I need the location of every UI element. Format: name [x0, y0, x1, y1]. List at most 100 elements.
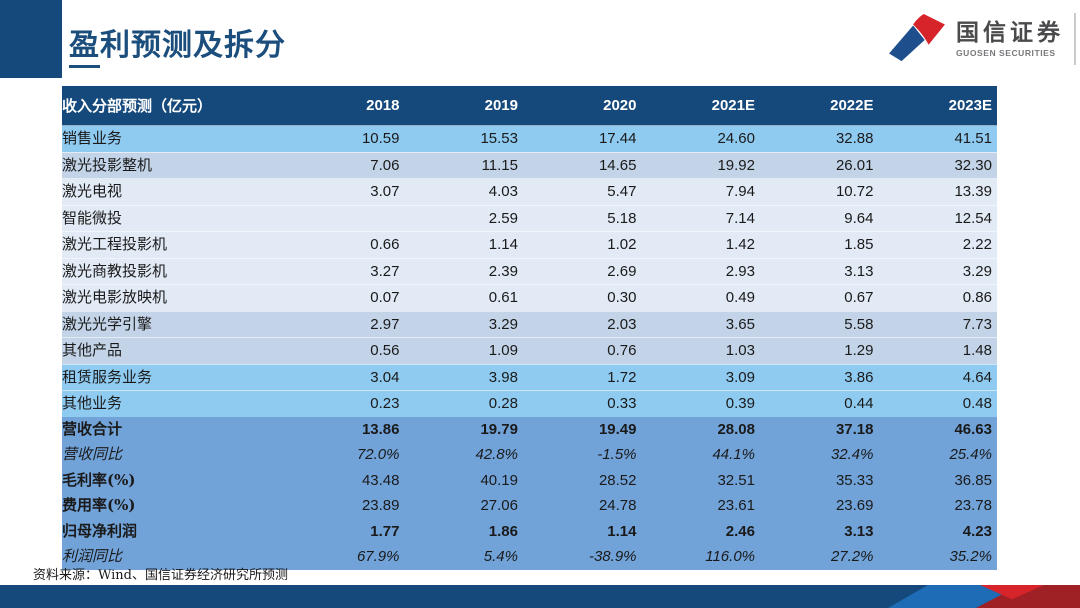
cell: 0.67	[760, 284, 879, 311]
cell: 27.06	[404, 493, 523, 519]
cell: 7.06	[286, 151, 405, 179]
column-header: 收入分部预测（亿元）	[62, 86, 286, 126]
cell: 4.03	[404, 178, 523, 205]
cell: 3.29	[878, 257, 997, 285]
column-header: 2019	[404, 86, 523, 126]
cell: 0.39	[641, 390, 760, 417]
cell: 1.72	[523, 363, 642, 391]
cell: 5.47	[523, 178, 642, 205]
table-row: 营收合计 13.86 19.79 19.49 28.08 37.18 46.63	[62, 416, 997, 442]
column-header: 2022E	[760, 86, 879, 126]
cell: 1.42	[641, 231, 760, 258]
cell: 1.86	[404, 518, 523, 544]
cell: 3.86	[760, 363, 879, 391]
table-row: 激光电影放映机 0.07 0.61 0.30 0.49 0.67 0.86	[62, 284, 997, 311]
logo-name-cn: 国信证券	[956, 19, 1064, 46]
table-row: 其他业务 0.23 0.28 0.33 0.39 0.44 0.48	[62, 390, 997, 417]
cell: 43.48	[286, 467, 405, 493]
cell: 32.88	[760, 125, 879, 152]
row-label: 激光电视	[62, 178, 286, 205]
cell: 3.65	[641, 310, 760, 338]
column-header: 2021E	[641, 86, 760, 126]
cell: 25.4%	[878, 442, 997, 468]
cell: 14.65	[523, 151, 642, 179]
cell: 4.23	[878, 518, 997, 544]
cell: 23.78	[878, 493, 997, 519]
cell: 23.61	[641, 493, 760, 519]
cell: 26.01	[760, 151, 879, 179]
cell: 11.15	[404, 151, 523, 179]
cell: 2.93	[641, 257, 760, 285]
table-row: 利润同比 67.9% 5.4% -38.9% 116.0% 27.2% 35.2…	[62, 544, 997, 570]
cell: 2.39	[404, 257, 523, 285]
cell: 3.04	[286, 363, 405, 391]
guosen-logo-icon	[887, 13, 947, 65]
cell: 3.13	[760, 257, 879, 285]
row-label: 激光工程投影机	[62, 231, 286, 258]
cell: 1.48	[878, 337, 997, 364]
cell: 7.73	[878, 310, 997, 338]
column-header: 2020	[523, 86, 642, 126]
cell: 19.79	[404, 416, 523, 442]
cell: 0.44	[760, 390, 879, 417]
cell: 1.29	[760, 337, 879, 364]
cell: 10.72	[760, 178, 879, 205]
page-title-rest: 利预测及拆分	[100, 28, 286, 63]
table-row: 租赁服务业务 3.04 3.98 1.72 3.09 3.86 4.64	[62, 363, 997, 391]
cell: 1.14	[523, 518, 642, 544]
cell: 3.98	[404, 363, 523, 391]
row-label: 激光投影整机	[62, 151, 286, 179]
cell: 44.1%	[641, 442, 760, 468]
table-row: 毛利率(%) 43.48 40.19 28.52 32.51 35.33 36.…	[62, 467, 997, 493]
cell: 5.18	[523, 204, 642, 232]
cell: 17.44	[523, 125, 642, 152]
cell: 0.48	[878, 390, 997, 417]
row-label: 销售业务	[62, 125, 286, 152]
cell: 19.92	[641, 151, 760, 179]
row-label: 归母净利润	[62, 518, 286, 544]
cell: 72.0%	[286, 442, 405, 468]
cell: 2.46	[641, 518, 760, 544]
row-label: 激光商教投影机	[62, 257, 286, 285]
row-label: 智能微投	[62, 204, 286, 232]
cell: 41.51	[878, 125, 997, 152]
logo-text: 国信证券 GUOSEN SECURITIES	[956, 19, 1064, 58]
cell: 1.14	[404, 231, 523, 258]
cell: 37.18	[760, 416, 879, 442]
revenue-forecast-table: 收入分部预测（亿元） 2018 2019 2020 2021E 2022E 20…	[62, 86, 997, 570]
row-label: 租赁服务业务	[62, 363, 286, 391]
cell: 5.58	[760, 310, 879, 338]
logo: 国信证券 GUOSEN SECURITIES	[887, 13, 1076, 65]
cell: 3.27	[286, 257, 405, 285]
cell: 67.9%	[286, 544, 405, 570]
cell: 32.51	[641, 467, 760, 493]
cell: 9.64	[760, 204, 879, 232]
table-row: 智能微投 2.59 5.18 7.14 9.64 12.54	[62, 204, 997, 232]
table-row: 销售业务 10.59 15.53 17.44 24.60 32.88 41.51	[62, 125, 997, 152]
cell: 0.49	[641, 284, 760, 311]
cell: 35.2%	[878, 544, 997, 570]
cell: 0.86	[878, 284, 997, 311]
cell: 13.39	[878, 178, 997, 205]
cell: 1.85	[760, 231, 879, 258]
cell: 3.09	[641, 363, 760, 391]
cell: 42.8%	[404, 442, 523, 468]
cell: 2.22	[878, 231, 997, 258]
cell: 1.02	[523, 231, 642, 258]
row-label: 其他产品	[62, 337, 286, 364]
table-row: 激光工程投影机 0.66 1.14 1.02 1.42 1.85 2.22	[62, 231, 997, 258]
cell: 28.08	[641, 416, 760, 442]
cell: 5.4%	[404, 544, 523, 570]
row-label: 营收同比	[62, 442, 286, 468]
cell: 36.85	[878, 467, 997, 493]
cell: 1.77	[286, 518, 405, 544]
cell: 1.03	[641, 337, 760, 364]
cell: 116.0%	[641, 544, 760, 570]
cell: 3.07	[286, 178, 405, 205]
cell: 24.78	[523, 493, 642, 519]
cell: 3.13	[760, 518, 879, 544]
cell: 2.59	[404, 204, 523, 232]
cell: 0.76	[523, 337, 642, 364]
cell: 35.33	[760, 467, 879, 493]
cell: 23.89	[286, 493, 405, 519]
